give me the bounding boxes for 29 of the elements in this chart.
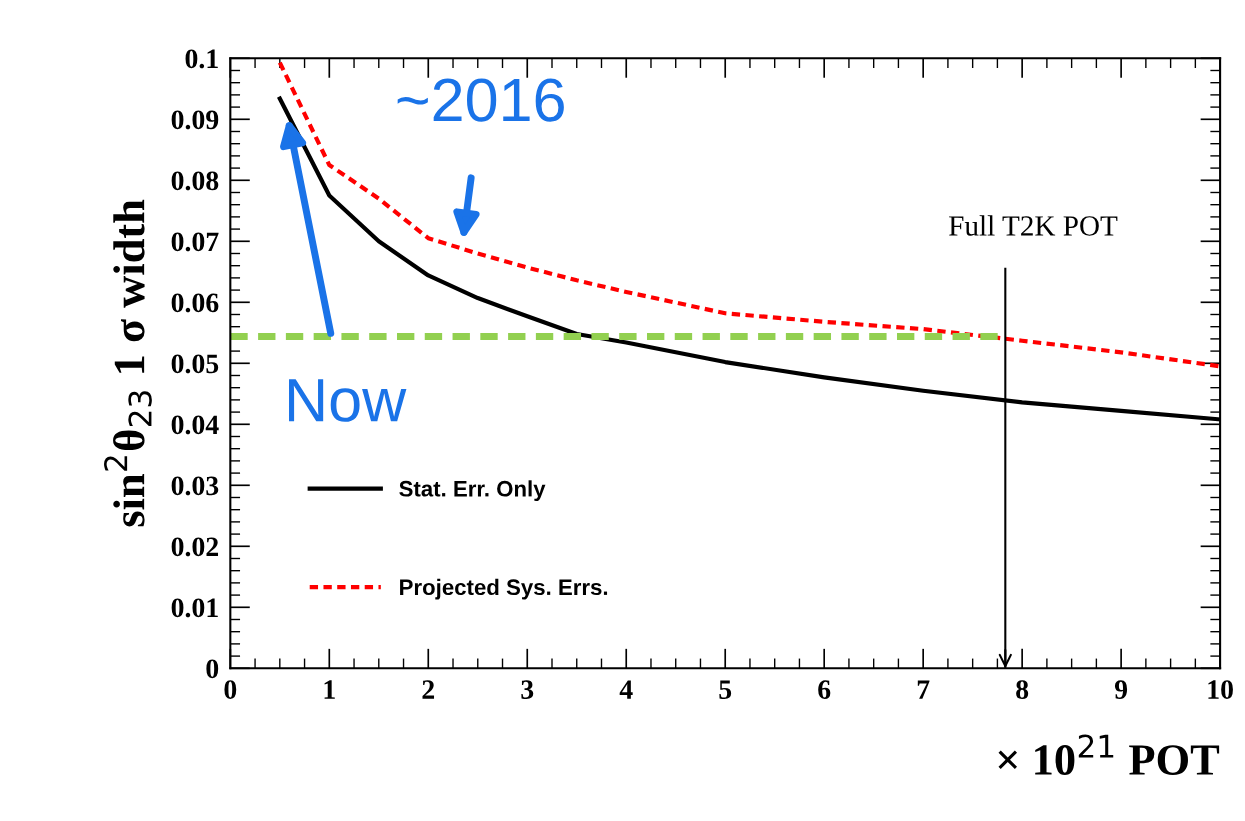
legend-label: Stat. Err. Only — [399, 480, 546, 501]
y-tick-label: 0.06 — [171, 293, 219, 313]
x-tick-label: 10 — [1208, 680, 1233, 699]
y-tick-label: 0.08 — [171, 171, 219, 191]
y-tick-label: 0.01 — [171, 598, 218, 618]
y-tick-label: 0.05 — [171, 354, 219, 374]
x-tick-label: 5 — [719, 680, 732, 699]
x-tick-label: 9 — [1114, 680, 1128, 699]
x-tick-label: 3 — [521, 680, 534, 699]
legend-label: Projected Sys. Errs. — [400, 578, 608, 600]
x-tick-label: 1 — [324, 680, 335, 699]
x-tick-label: 2 — [422, 680, 435, 699]
x-tick-label: 7 — [917, 680, 930, 699]
ref-line-label: Full T2K POT — [949, 215, 1118, 236]
x-axis-title: × 10$^{21}$ POT — [998, 734, 1220, 776]
y-tick-label: 0.1 — [185, 49, 218, 69]
annotation: ~2016 — [397, 78, 564, 122]
y-tick-label: 0.03 — [171, 476, 219, 496]
y-axis-title: sin$^{2}$θ$_{23}$ 1 σ width — [104, 199, 152, 527]
x-tick-label: 6 — [818, 680, 831, 699]
y-tick-label: 0.09 — [171, 110, 219, 130]
x-tick-label: 0 — [224, 680, 237, 699]
y-tick-label: 0.02 — [171, 537, 219, 557]
y-tick-label: 0 — [206, 659, 219, 679]
annotation: Now — [289, 379, 407, 422]
y-tick-label: 0.07 — [171, 232, 219, 252]
x-tick-label: 8 — [1016, 680, 1029, 699]
x-tick-label: 4 — [619, 680, 633, 699]
y-tick-label: 0.04 — [171, 415, 219, 435]
